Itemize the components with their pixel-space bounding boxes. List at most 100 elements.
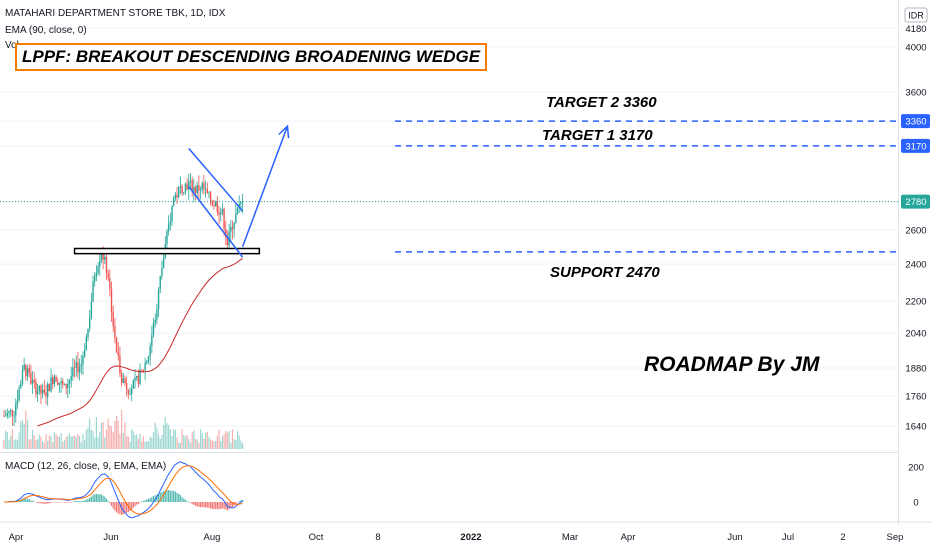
macd-histogram-bar xyxy=(52,502,54,503)
macd-histogram-bar xyxy=(203,502,205,508)
volume-bar xyxy=(89,418,91,449)
author-label: ROADMAP By JM xyxy=(644,353,820,376)
macd-histogram-bar xyxy=(37,502,39,504)
candle-body xyxy=(105,256,108,274)
macd-histogram-bar xyxy=(77,501,79,502)
macd-pane xyxy=(3,461,244,519)
time-axis[interactable]: Apr Jun Aug Oct 8 2022 Mar Apr Jun Jul 2 Sep xyxy=(9,532,904,543)
volume-bar xyxy=(166,423,168,449)
time-axis-label: Jul xyxy=(782,532,794,543)
candle-body xyxy=(13,415,15,417)
volume-bar xyxy=(99,431,101,449)
volume-bar xyxy=(215,440,217,449)
macd-histogram-bar xyxy=(198,502,200,507)
volume-bar xyxy=(73,435,76,449)
volume-bar xyxy=(210,439,212,449)
price-axis-tick-label: 2200 xyxy=(905,297,926,308)
candle-body xyxy=(167,224,170,232)
macd-histogram-bar xyxy=(156,494,158,502)
candle-body xyxy=(60,381,62,383)
candle-body xyxy=(161,268,163,277)
volume-bar xyxy=(230,442,232,449)
macd-histogram-bar xyxy=(179,494,181,502)
candle-body xyxy=(119,355,121,374)
macd-histogram-bar xyxy=(235,502,237,505)
wedge-drawing xyxy=(188,148,244,258)
price-axis-tick-label: 2600 xyxy=(905,226,926,237)
candle-body xyxy=(139,369,141,384)
macd-histogram-bar xyxy=(40,502,42,504)
support-label: SUPPORT 2470 xyxy=(550,264,660,281)
candle-body xyxy=(104,256,106,260)
candle-body xyxy=(10,410,12,412)
candle-body xyxy=(214,202,217,207)
volume-bar xyxy=(20,421,22,449)
volume-bar xyxy=(226,432,229,449)
volume-bar xyxy=(100,422,103,449)
price-axis-tick-label: 4180 xyxy=(905,24,926,35)
signal-line xyxy=(3,465,243,515)
candle-body xyxy=(8,411,10,413)
candle-body xyxy=(151,335,153,346)
macd-histogram-bar xyxy=(238,501,240,502)
volume-bar xyxy=(193,430,195,449)
time-axis-label: 2 xyxy=(840,532,845,543)
macd-histogram-bar xyxy=(144,500,146,502)
projection-arrowhead xyxy=(278,124,290,139)
macd-histogram-bar xyxy=(210,502,212,509)
candle-body xyxy=(169,221,172,225)
macd-histogram-bar xyxy=(79,501,81,502)
volume-bar xyxy=(137,438,139,449)
macd-histogram-bar xyxy=(21,498,24,502)
macd-histogram-bar xyxy=(55,502,57,503)
volume-bar xyxy=(183,435,185,449)
price-axis[interactable]: 1640 1760 1880 2040 2200 2400 2600 2780 3170 3360… xyxy=(901,7,930,433)
volume-bar xyxy=(164,416,166,449)
volume-bar xyxy=(38,434,40,449)
candle-body xyxy=(159,276,161,290)
macd-histogram-bar xyxy=(70,502,72,503)
macd-histogram-bar xyxy=(184,499,187,502)
candle-body xyxy=(58,382,61,385)
candle-body xyxy=(82,356,84,365)
candle-body xyxy=(99,260,101,267)
volume-bar xyxy=(60,432,62,449)
macd-histogram-bar xyxy=(35,502,37,503)
volume-bar xyxy=(35,439,37,449)
candle-body xyxy=(172,198,175,207)
volume-bar xyxy=(97,436,99,449)
candle-body xyxy=(193,187,195,192)
volume-bar xyxy=(107,418,109,449)
volume-bar xyxy=(235,440,237,449)
volume-bar xyxy=(79,435,81,449)
macd-histogram-bar xyxy=(152,495,155,502)
volume-bar xyxy=(37,439,39,449)
volume-bar xyxy=(57,436,59,449)
macd-histogram-bar xyxy=(137,502,139,504)
candle-body xyxy=(220,212,222,215)
candle-body xyxy=(134,377,136,381)
price-axis-tick-label: 1880 xyxy=(905,363,926,374)
candle-body xyxy=(70,376,72,381)
macd-histogram-bar xyxy=(60,502,62,503)
candle-body xyxy=(53,376,56,384)
annotation-title-box: LPPF: BREAKOUT DESCENDING BROADENING WED… xyxy=(15,43,488,71)
candle-body xyxy=(48,384,51,392)
candle-body xyxy=(35,381,37,395)
currency-badge[interactable] xyxy=(904,7,928,23)
macd-histogram-bar xyxy=(181,496,183,502)
candle-body xyxy=(144,363,146,371)
macd-histogram-bar xyxy=(105,498,108,502)
macd-histogram-bar xyxy=(114,502,116,511)
candle-body xyxy=(110,289,113,312)
candle-body xyxy=(65,383,67,389)
candle-body xyxy=(3,415,5,417)
volume-bar xyxy=(129,441,131,449)
volume-bars xyxy=(3,409,244,449)
macd-histogram-bar xyxy=(189,502,192,503)
volume-bar xyxy=(159,439,161,449)
candle-body xyxy=(57,381,59,385)
candle-body xyxy=(40,385,42,394)
volume-bar xyxy=(82,433,84,449)
